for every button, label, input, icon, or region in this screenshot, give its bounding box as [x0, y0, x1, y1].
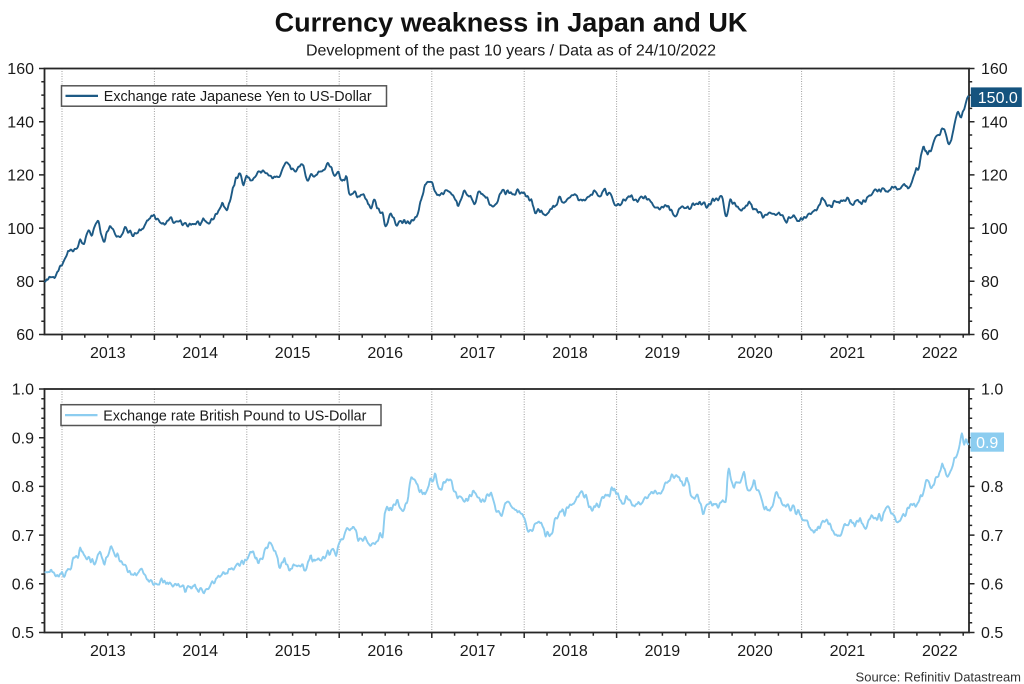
svg-text:2015: 2015 — [275, 643, 311, 660]
svg-text:2022: 2022 — [922, 345, 958, 362]
svg-text:160: 160 — [981, 61, 1008, 78]
svg-text:2019: 2019 — [645, 643, 681, 660]
svg-text:0.5: 0.5 — [981, 625, 1003, 642]
svg-text:0.7: 0.7 — [981, 528, 1003, 545]
svg-text:0.9: 0.9 — [12, 430, 34, 447]
svg-text:2020: 2020 — [737, 345, 773, 362]
svg-text:60: 60 — [16, 327, 34, 344]
svg-text:2017: 2017 — [460, 345, 496, 362]
svg-text:0.8: 0.8 — [981, 479, 1003, 496]
svg-text:80: 80 — [16, 274, 34, 291]
svg-text:0.8: 0.8 — [12, 479, 34, 496]
svg-text:2022: 2022 — [922, 643, 958, 660]
svg-text:2019: 2019 — [645, 345, 681, 362]
svg-text:140: 140 — [981, 114, 1008, 131]
svg-text:1.0: 1.0 — [981, 382, 1003, 399]
svg-text:0.9: 0.9 — [976, 435, 998, 452]
svg-text:Currency weakness in Japan and: Currency weakness in Japan and UK — [275, 8, 748, 38]
svg-text:2021: 2021 — [830, 643, 866, 660]
svg-text:Development of the past 10 yea: Development of the past 10 years / Data … — [306, 43, 716, 60]
svg-text:2014: 2014 — [182, 345, 218, 362]
svg-text:0.6: 0.6 — [981, 577, 1003, 594]
svg-text:2018: 2018 — [552, 643, 588, 660]
svg-text:Exchange rate British Pound to: Exchange rate British Pound to US-Dollar — [103, 408, 366, 424]
svg-text:1.0: 1.0 — [12, 382, 34, 399]
svg-text:120: 120 — [7, 168, 34, 185]
svg-text:60: 60 — [981, 327, 999, 344]
svg-text:2014: 2014 — [182, 643, 218, 660]
svg-text:150.0: 150.0 — [978, 90, 1018, 107]
svg-text:120: 120 — [981, 168, 1008, 185]
svg-text:2015: 2015 — [275, 345, 311, 362]
svg-text:160: 160 — [7, 61, 34, 78]
svg-text:2018: 2018 — [552, 345, 588, 362]
svg-text:100: 100 — [981, 221, 1008, 238]
svg-text:0.5: 0.5 — [12, 625, 34, 642]
svg-text:2016: 2016 — [367, 643, 403, 660]
svg-text:0.6: 0.6 — [12, 577, 34, 594]
svg-text:2013: 2013 — [90, 345, 126, 362]
svg-text:2017: 2017 — [460, 643, 496, 660]
svg-text:2020: 2020 — [737, 643, 773, 660]
svg-text:2016: 2016 — [367, 345, 403, 362]
svg-text:0.7: 0.7 — [12, 528, 34, 545]
svg-text:2013: 2013 — [90, 643, 126, 660]
svg-text:100: 100 — [7, 221, 34, 238]
svg-text:80: 80 — [981, 274, 999, 291]
svg-text:140: 140 — [7, 114, 34, 131]
svg-text:Source: Refinitiv Datastream: Source: Refinitiv Datastream — [856, 669, 1021, 684]
svg-text:Exchange rate Japanese Yen to: Exchange rate Japanese Yen to US-Dollar — [104, 89, 372, 105]
svg-text:2021: 2021 — [830, 345, 866, 362]
